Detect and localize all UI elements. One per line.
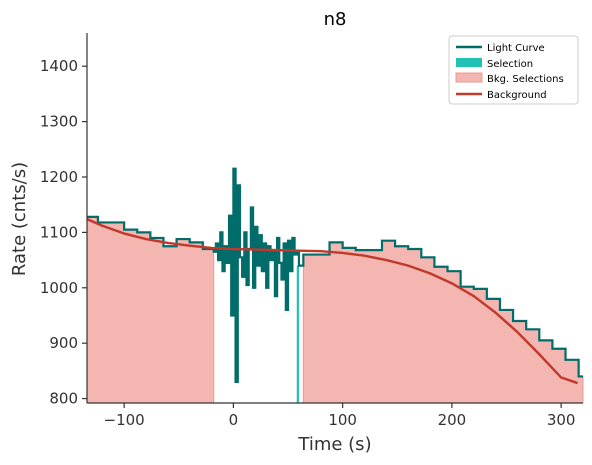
x-axis-label: Time (s): [297, 434, 371, 455]
selection-region: [296, 265, 299, 403]
y-tick-label: 1200: [40, 168, 78, 186]
y-tick-label: 900: [49, 334, 78, 352]
legend-background-label: Background: [487, 90, 547, 101]
axes: [86, 33, 583, 404]
chart-title: n8: [324, 9, 347, 30]
y-tick-label: 1300: [40, 113, 78, 131]
legend-frame: [448, 35, 579, 105]
bkg-selection-region-0: [86, 216, 215, 404]
bkg-selection-region-1: [302, 240, 584, 404]
x-tick-label: −100: [104, 411, 145, 429]
x-tick-label: 300: [547, 411, 576, 429]
legend-selection-swatch: [456, 58, 482, 67]
y-tick-label: 800: [49, 390, 78, 408]
background-model-series: [86, 218, 578, 385]
x-tick-label: 100: [328, 411, 357, 429]
y-tick-label: 1100: [40, 223, 78, 241]
x-ticks: −100 0 100 200 300: [104, 403, 576, 429]
x-tick-label: 0: [229, 411, 239, 429]
legend-light-curve-label: Light Curve: [487, 43, 545, 54]
light-curve-series: [87, 167, 583, 384]
plot-area: [86, 167, 584, 404]
legend-selection-label: Selection: [487, 59, 533, 70]
legend-bkg-selections-label: Bkg. Selections: [487, 74, 564, 85]
y-tick-label: 1400: [40, 57, 78, 75]
y-ticks: 800 900 1000 1100 1200 1300 1400: [40, 57, 87, 408]
y-tick-label: 1000: [40, 279, 78, 297]
legend-bkg-selections-swatch: [455, 72, 483, 83]
x-tick-label: 200: [438, 411, 467, 429]
y-axis-label: Rate (cnts/s): [9, 162, 30, 276]
legend: Light Curve Selection Bkg. Selections Ba…: [448, 35, 579, 105]
